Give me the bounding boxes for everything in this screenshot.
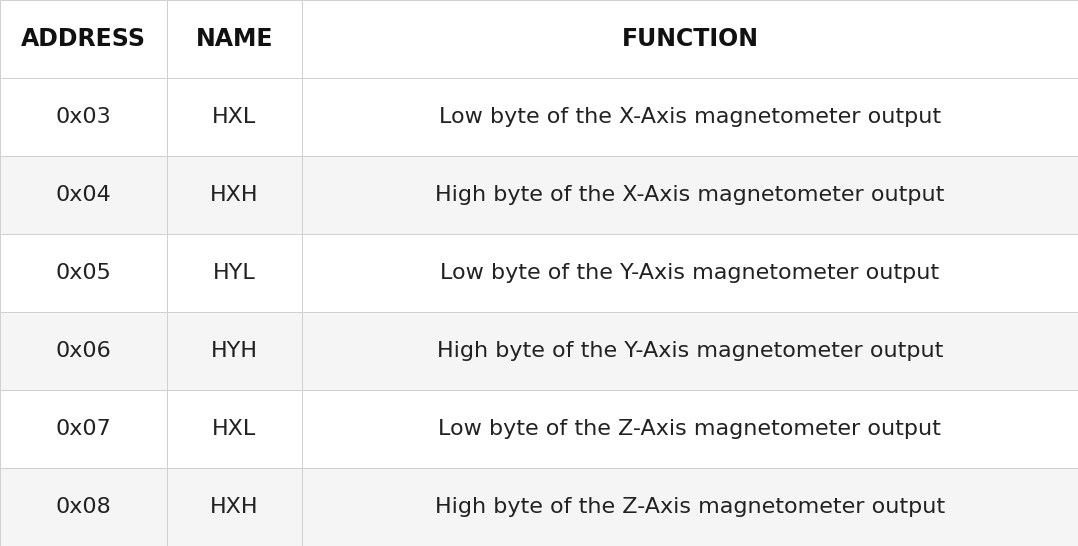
Text: NAME: NAME — [196, 27, 273, 51]
Text: FUNCTION: FUNCTION — [621, 27, 759, 51]
Bar — [167, 78, 302, 156]
Text: Low byte of the Z-Axis magnetometer output: Low byte of the Z-Axis magnetometer outp… — [439, 419, 941, 439]
Bar — [167, 390, 302, 468]
Bar — [0, 0, 167, 78]
Bar — [0, 468, 167, 546]
Bar — [0, 78, 167, 156]
Bar — [167, 234, 302, 312]
Bar — [167, 312, 302, 390]
Text: HYH: HYH — [211, 341, 258, 361]
Bar — [302, 0, 1078, 78]
Bar — [302, 156, 1078, 234]
Bar — [167, 156, 302, 234]
Text: HYL: HYL — [213, 263, 255, 283]
Bar — [0, 312, 167, 390]
Text: HXL: HXL — [212, 107, 257, 127]
Text: Low byte of the X-Axis magnetometer output: Low byte of the X-Axis magnetometer outp… — [439, 107, 941, 127]
Bar — [302, 390, 1078, 468]
Text: 0x04: 0x04 — [56, 185, 111, 205]
Text: High byte of the X-Axis magnetometer output: High byte of the X-Axis magnetometer out… — [436, 185, 944, 205]
Text: ADDRESS: ADDRESS — [22, 27, 146, 51]
Bar — [0, 156, 167, 234]
Text: High byte of the Y-Axis magnetometer output: High byte of the Y-Axis magnetometer out… — [437, 341, 943, 361]
Text: 0x08: 0x08 — [56, 497, 111, 517]
Text: 0x05: 0x05 — [56, 263, 111, 283]
Text: 0x03: 0x03 — [56, 107, 111, 127]
Text: 0x07: 0x07 — [56, 419, 111, 439]
Text: High byte of the Z-Axis magnetometer output: High byte of the Z-Axis magnetometer out… — [434, 497, 945, 517]
Text: HXH: HXH — [210, 497, 259, 517]
Bar — [302, 234, 1078, 312]
Bar — [0, 234, 167, 312]
Bar — [302, 312, 1078, 390]
Bar — [302, 468, 1078, 546]
Text: 0x06: 0x06 — [56, 341, 111, 361]
Text: HXH: HXH — [210, 185, 259, 205]
Bar — [0, 390, 167, 468]
Text: Low byte of the Y-Axis magnetometer output: Low byte of the Y-Axis magnetometer outp… — [440, 263, 940, 283]
Bar — [167, 468, 302, 546]
Bar — [167, 0, 302, 78]
Bar — [302, 78, 1078, 156]
Text: HXL: HXL — [212, 419, 257, 439]
